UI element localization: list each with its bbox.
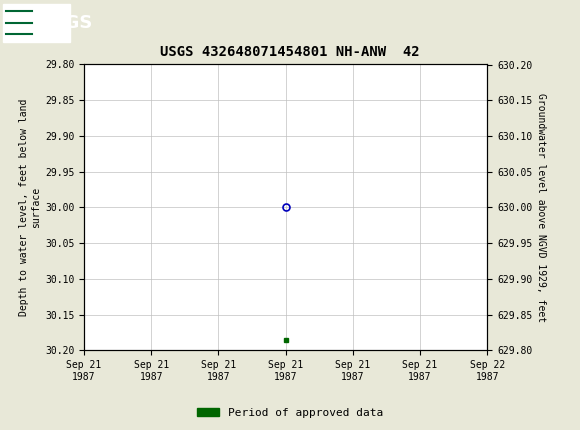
Text: USGS 432648071454801 NH-ANW  42: USGS 432648071454801 NH-ANW 42 [160,45,420,59]
Y-axis label: Depth to water level, feet below land
surface: Depth to water level, feet below land su… [19,99,41,316]
FancyBboxPatch shape [3,3,70,42]
Legend: Period of approved data: Period of approved data [193,403,387,422]
Y-axis label: Groundwater level above NGVD 1929, feet: Groundwater level above NGVD 1929, feet [536,93,546,322]
Text: USGS: USGS [38,14,93,31]
